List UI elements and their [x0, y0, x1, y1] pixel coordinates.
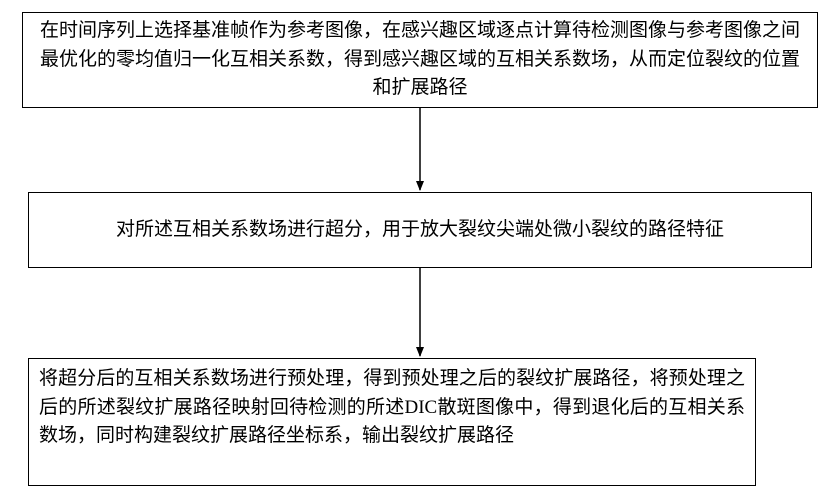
flowchart-node-3: 将超分后的互相关系数场进行预处理，得到预处理之后的裂纹扩展路径，将预处理之后的所… — [28, 358, 756, 486]
flowchart-node-1: 在时间序列上选择基准帧作为参考图像，在感兴趣区域逐点计算待检测图像与参考图像之间… — [22, 12, 818, 108]
flowchart-node-2: 对所述互相关系数场进行超分，用于放大裂纹尖端处微小裂纹的路径特征 — [28, 192, 812, 268]
flowchart-canvas: 在时间序列上选择基准帧作为参考图像，在感兴趣区域逐点计算待检测图像与参考图像之间… — [0, 0, 838, 503]
